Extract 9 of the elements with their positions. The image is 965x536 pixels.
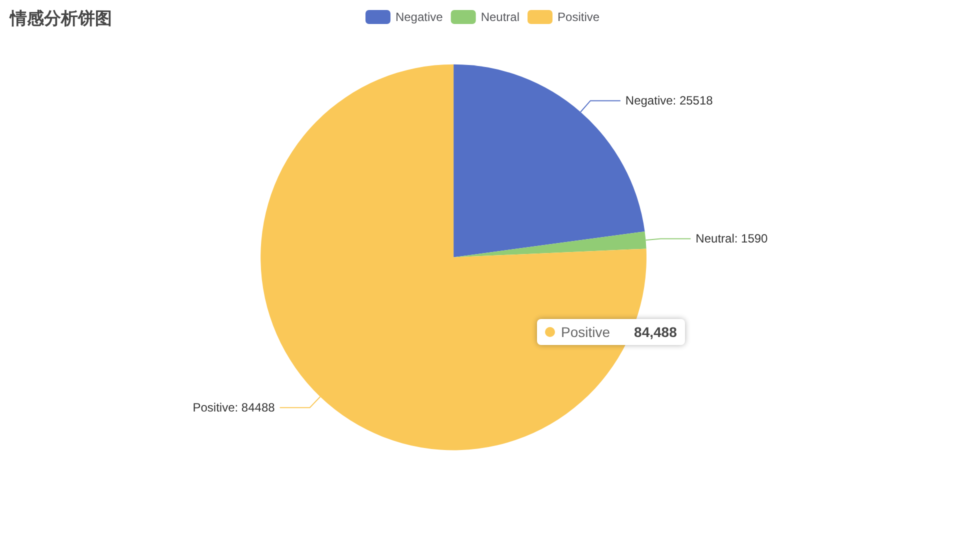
legend-label: Neutral [480, 10, 520, 24]
text: 84,488 [634, 324, 677, 340]
data-label: Neutral: 1590 [696, 232, 768, 246]
legend-label: Positive [558, 10, 600, 24]
data-label: Positive: 84488 [192, 400, 276, 415]
text: Positive [561, 324, 610, 340]
data-label: Negative: 25518 [625, 94, 714, 108]
chart-title: 情感分析饼图 [9, 9, 112, 28]
legend-label: Negative [395, 10, 444, 24]
